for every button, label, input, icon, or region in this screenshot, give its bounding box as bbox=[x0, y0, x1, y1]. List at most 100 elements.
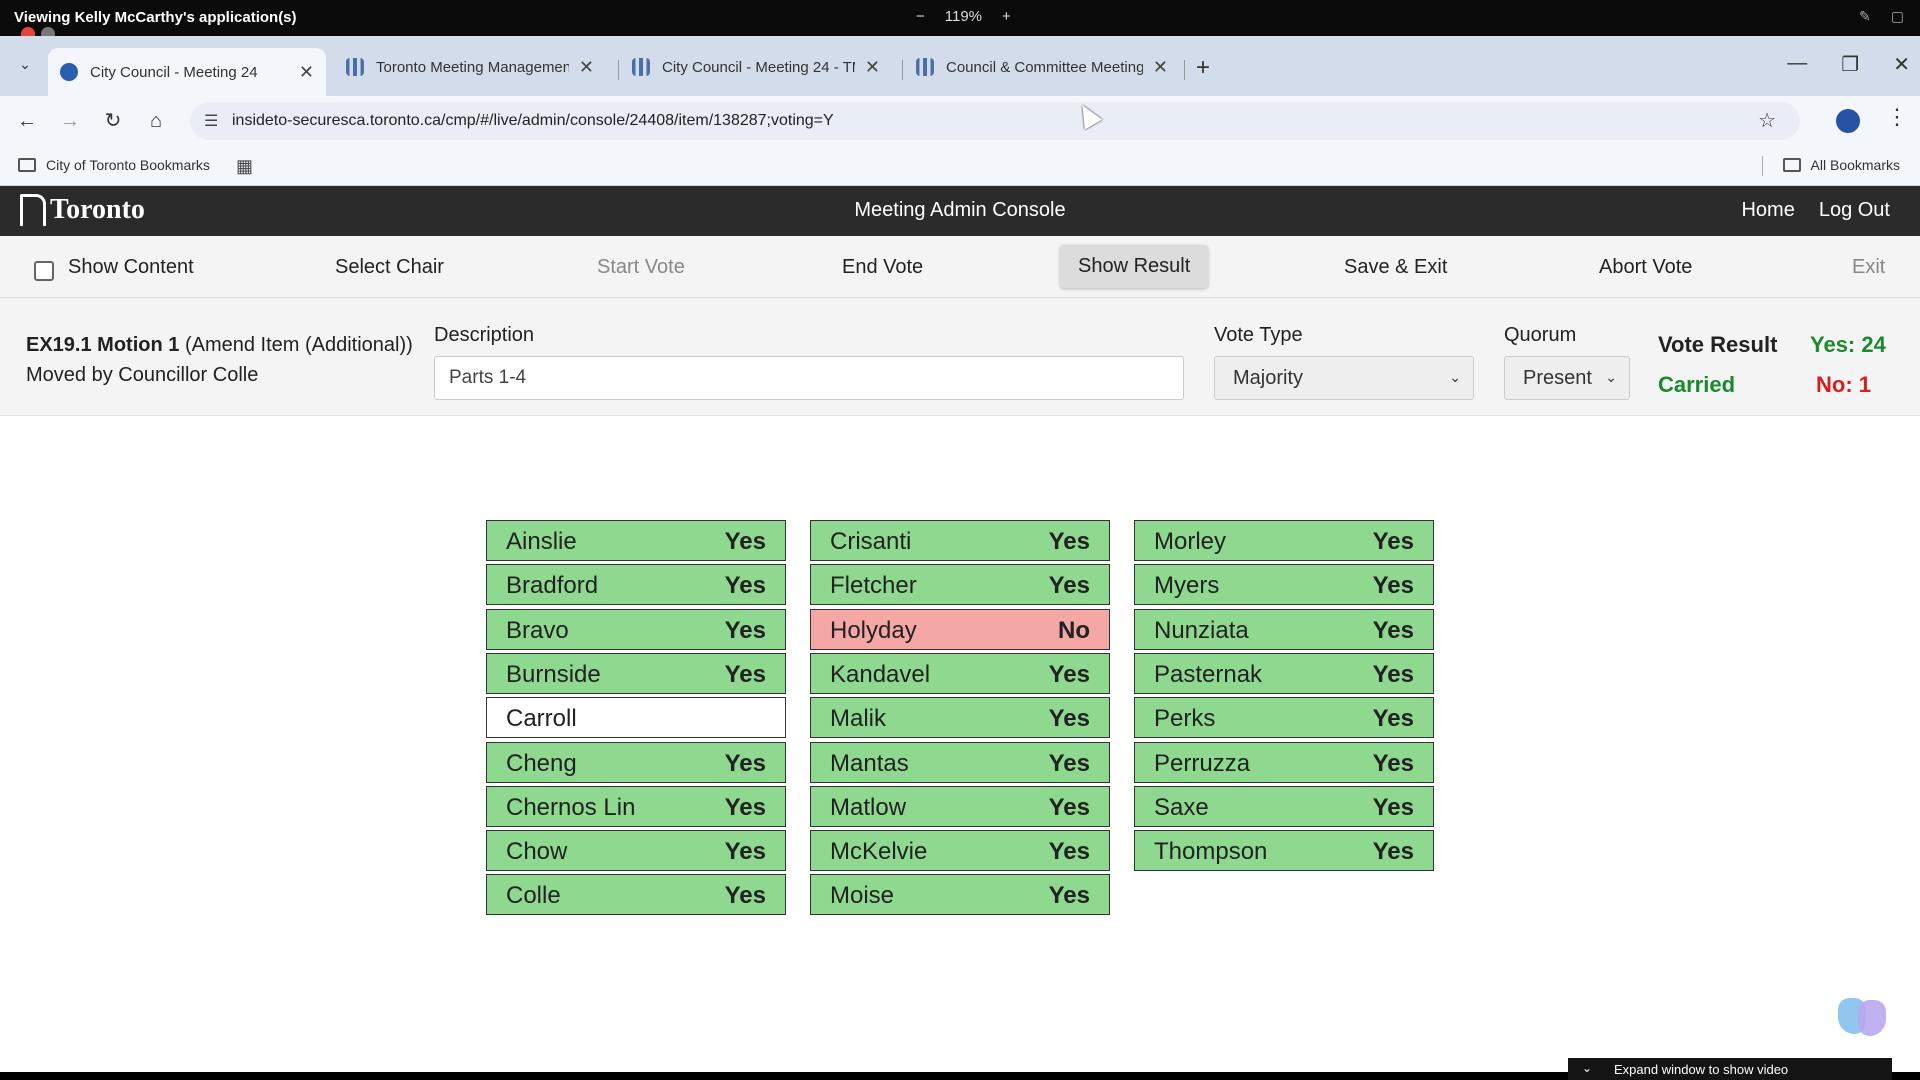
vote-tile[interactable]: Morley Yes bbox=[1134, 520, 1434, 561]
vote-tile[interactable]: Chow Yes bbox=[486, 830, 786, 871]
vote-tile[interactable]: Saxe Yes bbox=[1134, 786, 1434, 827]
vote-value: Yes bbox=[1048, 838, 1090, 865]
share-right-controls: ✎ ▢ bbox=[1859, 8, 1904, 25]
vote-value: Yes bbox=[1372, 528, 1414, 555]
zoom-level: 119% bbox=[944, 8, 983, 25]
vote-tile[interactable]: Perruzza Yes bbox=[1134, 742, 1434, 783]
vote-tile[interactable]: Ainslie Yes bbox=[486, 520, 786, 561]
folder-icon bbox=[1782, 158, 1801, 172]
close-icon[interactable]: ✕ bbox=[578, 56, 594, 77]
bookmark-star-icon[interactable]: ☆ bbox=[1758, 110, 1776, 132]
close-window-icon[interactable]: ✕ bbox=[1893, 54, 1910, 76]
home-icon[interactable]: ⌂ bbox=[149, 110, 163, 132]
councillor-name: Myers bbox=[1154, 572, 1220, 599]
close-icon[interactable]: ✕ bbox=[298, 61, 314, 82]
chat-icon[interactable]: ▢ bbox=[1890, 8, 1904, 24]
tab-label: City Council - Meeting 24 - TMI bbox=[662, 58, 855, 76]
vote-tile[interactable]: Pasternak Yes bbox=[1134, 653, 1434, 694]
vote-value: Yes bbox=[724, 794, 766, 821]
back-arrow-icon[interactable]: ← bbox=[17, 110, 37, 132]
vote-tile[interactable]: McKelvie Yes bbox=[810, 830, 1110, 871]
show-content-label[interactable]: Show Content bbox=[68, 256, 194, 278]
menu-kebab-icon[interactable]: ⋮ bbox=[1886, 104, 1908, 129]
profile-avatar-icon[interactable] bbox=[1836, 109, 1860, 133]
reload-icon[interactable]: ↻ bbox=[104, 110, 122, 132]
apps-grid-icon[interactable]: ▦ bbox=[236, 156, 254, 176]
councillor-name: Morley bbox=[1154, 528, 1227, 555]
select-chair-button[interactable]: Select Chair bbox=[335, 256, 444, 278]
vote-tile[interactable]: Myers Yes bbox=[1134, 564, 1434, 605]
vote-tile[interactable]: Burnside Yes bbox=[486, 653, 786, 694]
tab-city-council-meeting-24-tmi[interactable]: City Council - Meeting 24 - TMI ✕ bbox=[620, 48, 892, 86]
councillor-name: Bravo bbox=[506, 617, 569, 644]
start-vote-button[interactable]: Start Vote bbox=[597, 256, 685, 278]
councillor-name: McKelvie bbox=[830, 838, 928, 865]
vote-tile[interactable]: Cheng Yes bbox=[486, 742, 786, 783]
close-icon[interactable]: ✕ bbox=[864, 56, 880, 77]
bookmark-city-of-toronto[interactable]: City of Toronto Bookmarks bbox=[18, 157, 210, 173]
vote-tile[interactable]: Malik Yes bbox=[810, 697, 1110, 738]
close-icon[interactable]: ✕ bbox=[1152, 56, 1168, 77]
vote-tile[interactable]: Fletcher Yes bbox=[810, 564, 1110, 605]
vote-tile[interactable]: Nunziata Yes bbox=[1134, 609, 1434, 650]
vote-tile[interactable]: Chernos Lin Yes bbox=[486, 786, 786, 827]
abort-vote-button[interactable]: Abort Vote bbox=[1599, 256, 1693, 278]
home-link[interactable]: Home bbox=[1741, 199, 1795, 221]
tab-search-chevron-icon[interactable]: ⌄ bbox=[19, 56, 31, 72]
councillor-name: Saxe bbox=[1154, 794, 1209, 821]
end-vote-button[interactable]: End Vote bbox=[842, 256, 924, 278]
councillor-name: Burnside bbox=[506, 661, 601, 688]
bookmarks-bar: City of Toronto Bookmarks ▦ All Bookmark… bbox=[0, 146, 1920, 186]
zoom-in-button[interactable]: + bbox=[1002, 8, 1011, 25]
councillor-name: Bradford bbox=[506, 572, 599, 599]
tab-city-council-meeting-24[interactable]: City Council - Meeting 24 ✕ bbox=[48, 48, 326, 96]
vote-tile[interactable]: Perks Yes bbox=[1134, 697, 1434, 738]
vote-tile[interactable]: Crisanti Yes bbox=[810, 520, 1110, 561]
logout-link[interactable]: Log Out bbox=[1818, 199, 1890, 221]
councillor-name: Holyday bbox=[830, 617, 917, 644]
vote-tile[interactable]: Mantas Yes bbox=[810, 742, 1110, 783]
toronto-favicon-icon bbox=[60, 63, 78, 81]
new-tab-plus-icon[interactable]: + bbox=[1196, 54, 1211, 81]
minimize-icon[interactable]: — bbox=[1787, 52, 1808, 74]
save-exit-button[interactable]: Save & Exit bbox=[1344, 256, 1448, 278]
site-settings-icon[interactable]: ☰ bbox=[204, 113, 219, 130]
vote-value: Yes bbox=[724, 882, 766, 909]
expand-video-label: Expand window to show video bbox=[1614, 1062, 1789, 1077]
vote-tile[interactable]: Moise Yes bbox=[810, 874, 1110, 915]
show-result-button[interactable]: Show Result bbox=[1060, 245, 1209, 288]
screen-share-bar: Viewing Kelly McCarthy's application(s) … bbox=[0, 0, 1920, 41]
vote-result-label: Vote Result bbox=[1658, 332, 1778, 357]
vote-tile[interactable]: Thompson Yes bbox=[1134, 830, 1434, 871]
forward-arrow-icon[interactable]: → bbox=[60, 110, 80, 132]
councillor-name: Chow bbox=[506, 838, 568, 865]
assistant-widget-icon[interactable] bbox=[1838, 998, 1890, 1038]
vote-tile[interactable]: Kandavel Yes bbox=[810, 653, 1110, 694]
bookmark-divider bbox=[1762, 156, 1763, 176]
expand-video-bar[interactable]: ⌄ Expand window to show video bbox=[1568, 1058, 1892, 1080]
councillor-name: Carroll bbox=[506, 705, 577, 732]
exit-button[interactable]: Exit bbox=[1852, 256, 1886, 278]
address-bar[interactable]: ☰ insideto-securesca.toronto.ca/cmp/#/li… bbox=[190, 102, 1800, 140]
description-input[interactable]: Parts 1-4 bbox=[434, 356, 1184, 400]
vote-type-select[interactable]: Majority ⌄ bbox=[1214, 356, 1474, 400]
show-content-checkbox[interactable] bbox=[34, 261, 54, 281]
page-title: Meeting Admin Console bbox=[854, 199, 1066, 221]
zoom-out-button[interactable]: − bbox=[916, 8, 925, 25]
vote-value: Yes bbox=[724, 750, 766, 777]
vote-tile[interactable]: Matlow Yes bbox=[810, 786, 1110, 827]
vote-tile[interactable]: Holyday No bbox=[810, 609, 1110, 650]
vote-value: Yes bbox=[1048, 572, 1090, 599]
share-title: Viewing Kelly McCarthy's application(s) bbox=[14, 9, 297, 26]
tab-council-committee-meetings[interactable]: Council & Committee Meetings ✕ bbox=[904, 48, 1180, 86]
tab-separator bbox=[618, 60, 619, 80]
all-bookmarks-button[interactable]: All Bookmarks bbox=[1782, 157, 1900, 173]
tab-toronto-meeting-management[interactable]: Toronto Meeting Management ✕ bbox=[334, 48, 606, 86]
vote-tile[interactable]: Bravo Yes bbox=[486, 609, 786, 650]
draw-icon[interactable]: ✎ bbox=[1859, 8, 1871, 24]
vote-tile[interactable]: Carroll bbox=[486, 697, 786, 738]
restore-icon[interactable]: ❐ bbox=[1841, 54, 1860, 76]
quorum-select[interactable]: Present ⌄ bbox=[1504, 356, 1630, 400]
vote-tile[interactable]: Bradford Yes bbox=[486, 564, 786, 605]
vote-tile[interactable]: Colle Yes bbox=[486, 874, 786, 915]
